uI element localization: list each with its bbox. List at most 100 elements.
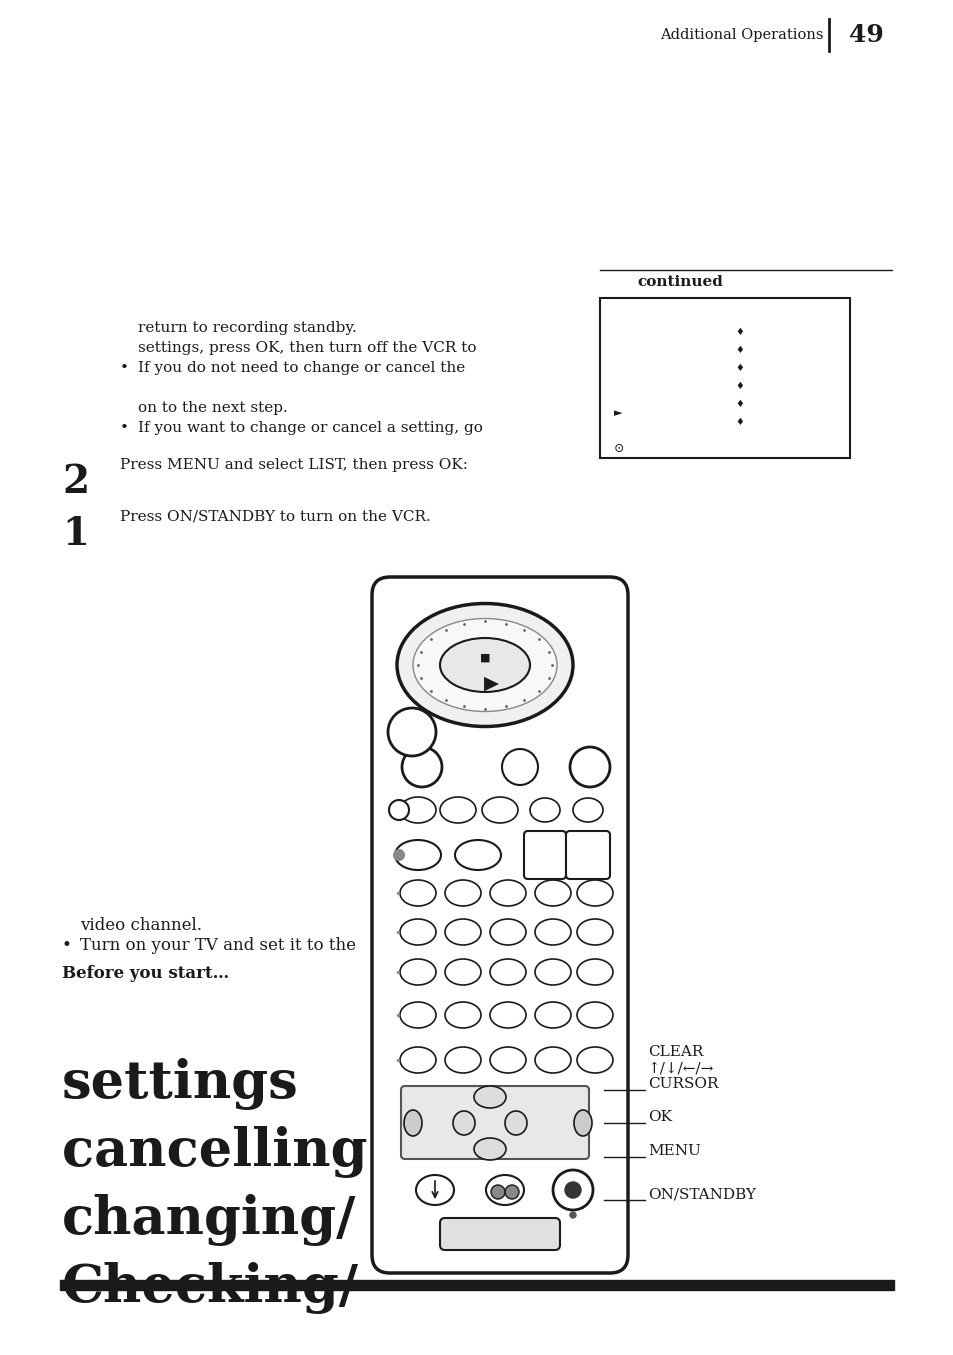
Text: −: − bbox=[581, 852, 593, 866]
Ellipse shape bbox=[530, 798, 559, 822]
Circle shape bbox=[569, 1211, 576, 1218]
Ellipse shape bbox=[399, 1047, 436, 1073]
Text: Turn on your TV and set it to the: Turn on your TV and set it to the bbox=[80, 938, 355, 954]
FancyBboxPatch shape bbox=[439, 1218, 559, 1251]
Text: 2: 2 bbox=[62, 463, 89, 501]
Text: ♦: ♦ bbox=[735, 382, 743, 392]
Text: ON/STANDBY: ON/STANDBY bbox=[647, 1187, 755, 1201]
Text: 1: 1 bbox=[62, 515, 89, 553]
Ellipse shape bbox=[490, 1047, 525, 1073]
Ellipse shape bbox=[485, 1175, 523, 1205]
Ellipse shape bbox=[577, 879, 613, 906]
Ellipse shape bbox=[399, 919, 436, 944]
Text: cancelling timer: cancelling timer bbox=[62, 1126, 547, 1177]
Text: •: • bbox=[62, 938, 71, 954]
Text: ◄◄: ◄◄ bbox=[408, 863, 427, 875]
Text: MENU: MENU bbox=[647, 1144, 700, 1159]
Ellipse shape bbox=[577, 1047, 613, 1073]
Text: Additional Operations: Additional Operations bbox=[659, 28, 823, 42]
Circle shape bbox=[491, 1186, 504, 1199]
Circle shape bbox=[401, 747, 441, 787]
Circle shape bbox=[504, 1186, 518, 1199]
Ellipse shape bbox=[444, 1047, 480, 1073]
Ellipse shape bbox=[444, 1001, 480, 1028]
Text: changing/: changing/ bbox=[62, 1194, 356, 1247]
Ellipse shape bbox=[535, 919, 571, 944]
Ellipse shape bbox=[577, 1001, 613, 1028]
Ellipse shape bbox=[504, 1111, 526, 1135]
Ellipse shape bbox=[439, 638, 530, 692]
Text: −: − bbox=[538, 814, 550, 829]
Ellipse shape bbox=[535, 1001, 571, 1028]
Text: CURSOR: CURSOR bbox=[647, 1077, 718, 1091]
Ellipse shape bbox=[444, 959, 480, 985]
Ellipse shape bbox=[396, 603, 573, 726]
Text: Press ON/STANDBY to turn on the VCR.: Press ON/STANDBY to turn on the VCR. bbox=[120, 509, 431, 524]
Ellipse shape bbox=[444, 919, 480, 944]
Ellipse shape bbox=[453, 1111, 475, 1135]
Text: ►►: ►► bbox=[413, 774, 430, 785]
Text: If you want to change or cancel a setting, go: If you want to change or cancel a settin… bbox=[138, 421, 482, 435]
Bar bbox=[599, 298, 849, 458]
Text: ►: ► bbox=[614, 408, 622, 417]
Ellipse shape bbox=[413, 618, 557, 711]
Text: on to the next step.: on to the next step. bbox=[138, 401, 288, 415]
Ellipse shape bbox=[399, 797, 436, 822]
Ellipse shape bbox=[577, 959, 613, 985]
Ellipse shape bbox=[577, 919, 613, 944]
Ellipse shape bbox=[416, 1175, 454, 1205]
Ellipse shape bbox=[490, 919, 525, 944]
Text: video channel.: video channel. bbox=[80, 917, 202, 934]
Text: continued: continued bbox=[637, 275, 722, 289]
Text: ♦: ♦ bbox=[735, 417, 743, 427]
Ellipse shape bbox=[439, 797, 476, 822]
Text: •: • bbox=[120, 421, 129, 435]
Text: ♦: ♦ bbox=[735, 364, 743, 373]
Circle shape bbox=[569, 747, 609, 787]
Ellipse shape bbox=[574, 1110, 592, 1135]
Circle shape bbox=[394, 850, 403, 860]
Text: settings: settings bbox=[62, 1058, 298, 1110]
Circle shape bbox=[553, 1169, 593, 1210]
Text: ♦: ♦ bbox=[735, 328, 743, 337]
Ellipse shape bbox=[455, 840, 500, 870]
FancyBboxPatch shape bbox=[372, 577, 627, 1272]
Text: ►►: ►► bbox=[468, 863, 487, 875]
Text: −: − bbox=[538, 852, 550, 866]
Bar bbox=[60, 1280, 893, 1290]
Text: return to recording standby.: return to recording standby. bbox=[138, 321, 356, 335]
Text: ♦: ♦ bbox=[735, 346, 743, 355]
Text: Press MENU and select LIST, then press OK:: Press MENU and select LIST, then press O… bbox=[120, 458, 468, 472]
Text: Before you start…: Before you start… bbox=[62, 965, 229, 982]
Text: +: + bbox=[484, 1154, 496, 1168]
FancyBboxPatch shape bbox=[565, 831, 609, 879]
Text: ↑/↓/←/→: ↑/↓/←/→ bbox=[647, 1061, 714, 1075]
Text: ‖: ‖ bbox=[586, 774, 593, 789]
Text: ▶: ▶ bbox=[483, 675, 498, 692]
Ellipse shape bbox=[403, 1110, 421, 1135]
FancyBboxPatch shape bbox=[523, 831, 565, 879]
Text: −: − bbox=[581, 814, 593, 829]
Ellipse shape bbox=[535, 879, 571, 906]
Ellipse shape bbox=[535, 959, 571, 985]
Ellipse shape bbox=[399, 1001, 436, 1028]
Text: ►: ► bbox=[511, 1129, 520, 1142]
Text: •: • bbox=[120, 360, 129, 375]
Text: 49: 49 bbox=[847, 23, 882, 47]
Ellipse shape bbox=[490, 959, 525, 985]
Ellipse shape bbox=[535, 1047, 571, 1073]
Ellipse shape bbox=[399, 959, 436, 985]
Circle shape bbox=[501, 749, 537, 785]
Ellipse shape bbox=[474, 1085, 505, 1108]
FancyBboxPatch shape bbox=[400, 1085, 588, 1159]
Circle shape bbox=[388, 709, 436, 756]
Ellipse shape bbox=[444, 879, 480, 906]
Text: ◄: ◄ bbox=[458, 1129, 468, 1142]
Text: +: + bbox=[581, 873, 593, 888]
Circle shape bbox=[389, 799, 409, 820]
Text: CLEAR: CLEAR bbox=[647, 1045, 702, 1060]
Ellipse shape bbox=[573, 798, 602, 822]
Text: settings, press OK, then turn off the VCR to: settings, press OK, then turn off the VC… bbox=[138, 341, 476, 355]
Text: OK: OK bbox=[647, 1110, 671, 1125]
Text: +: + bbox=[484, 1102, 496, 1117]
